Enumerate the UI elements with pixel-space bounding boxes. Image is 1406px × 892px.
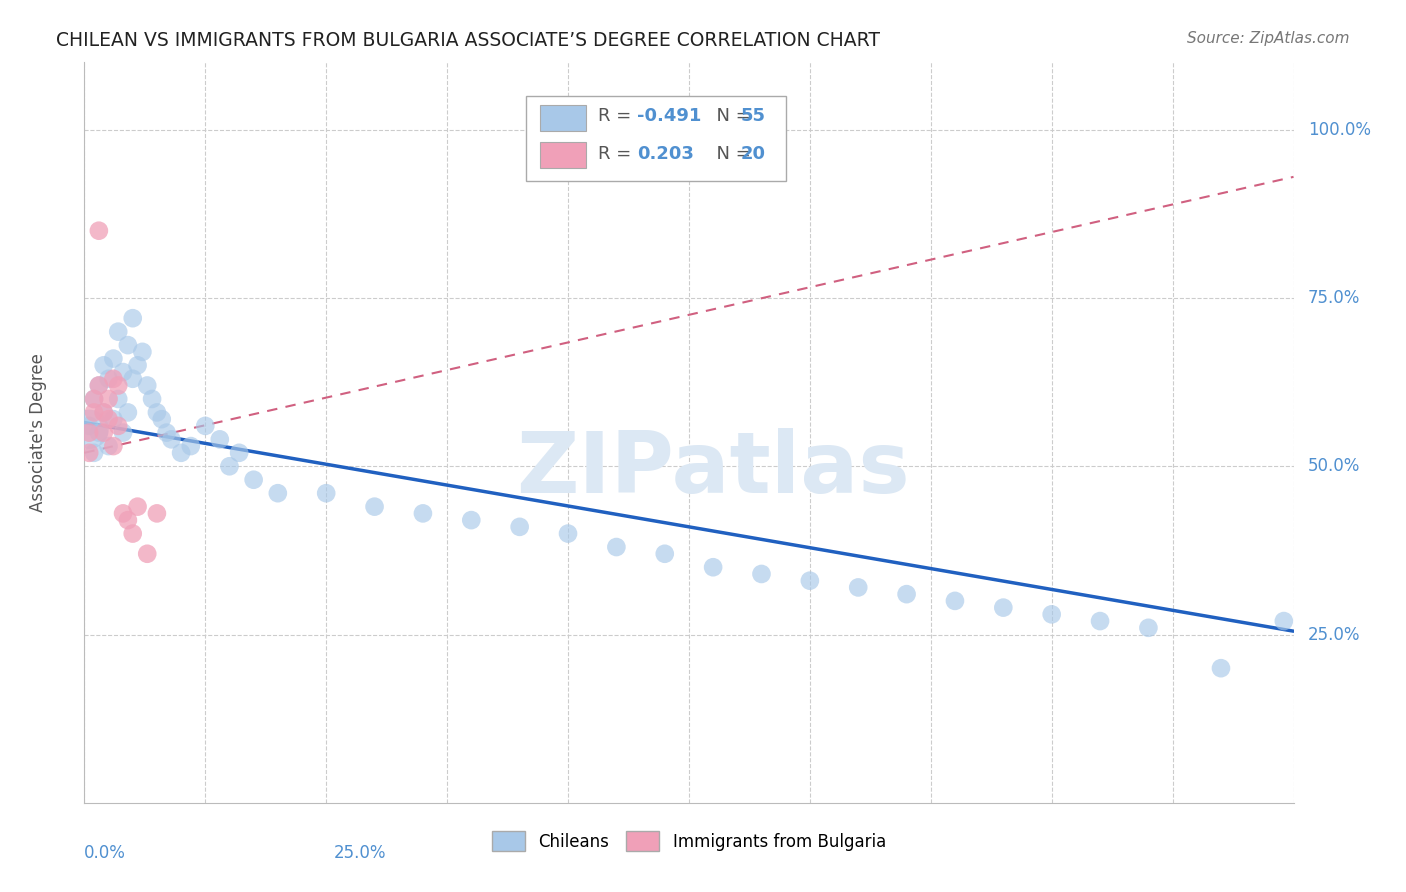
Point — [103, 372, 125, 386]
Point — [97, 372, 120, 386]
Point — [121, 526, 143, 541]
Point — [103, 439, 125, 453]
Point — [83, 392, 105, 406]
Point — [131, 344, 153, 359]
Point — [107, 378, 129, 392]
Point — [127, 500, 149, 514]
Point — [93, 359, 115, 373]
Point — [97, 392, 120, 406]
Text: Source: ZipAtlas.com: Source: ZipAtlas.com — [1187, 31, 1350, 46]
Point — [121, 372, 143, 386]
Point — [87, 224, 110, 238]
Point — [112, 507, 135, 521]
FancyBboxPatch shape — [526, 95, 786, 181]
Point — [112, 425, 135, 440]
Point — [136, 378, 159, 392]
Point — [208, 433, 231, 447]
Point — [146, 507, 169, 521]
Text: 0.0%: 0.0% — [84, 844, 127, 862]
Point — [751, 566, 773, 581]
Text: N =: N = — [704, 145, 756, 162]
Point — [267, 486, 290, 500]
FancyBboxPatch shape — [540, 104, 586, 131]
Point — [605, 540, 627, 554]
Point — [127, 359, 149, 373]
Text: -0.491: -0.491 — [637, 108, 702, 126]
Point — [460, 513, 482, 527]
Point — [896, 587, 918, 601]
Point — [160, 433, 183, 447]
Text: 50.0%: 50.0% — [1308, 458, 1361, 475]
Point — [97, 439, 120, 453]
Text: R =: R = — [599, 108, 637, 126]
Point — [242, 473, 264, 487]
Point — [228, 446, 250, 460]
Point — [117, 405, 139, 419]
Point — [83, 405, 105, 419]
Point — [180, 439, 202, 453]
Point — [557, 526, 579, 541]
Text: 0.203: 0.203 — [637, 145, 693, 162]
Point — [97, 412, 120, 426]
Point — [1088, 614, 1111, 628]
Point — [170, 446, 193, 460]
Point — [87, 425, 110, 440]
Point — [77, 422, 100, 436]
Point — [218, 459, 240, 474]
Point — [107, 392, 129, 406]
Point — [77, 418, 100, 433]
Text: Associate's Degree: Associate's Degree — [30, 353, 48, 512]
Point — [146, 405, 169, 419]
Point — [93, 405, 115, 419]
Point — [117, 338, 139, 352]
Point — [194, 418, 217, 433]
Text: 100.0%: 100.0% — [1308, 120, 1371, 139]
Point — [943, 594, 966, 608]
Text: 25.0%: 25.0% — [1308, 625, 1361, 643]
Point — [799, 574, 821, 588]
Point — [150, 412, 173, 426]
Point — [1137, 621, 1160, 635]
Point — [87, 378, 110, 392]
Point — [315, 486, 337, 500]
Point — [1040, 607, 1063, 622]
Point — [654, 547, 676, 561]
FancyBboxPatch shape — [540, 142, 586, 169]
Point — [112, 365, 135, 379]
Point — [993, 600, 1015, 615]
Text: 55: 55 — [741, 108, 766, 126]
Point — [103, 412, 125, 426]
Point — [87, 378, 110, 392]
Point — [107, 325, 129, 339]
Point — [107, 418, 129, 433]
Text: N =: N = — [704, 108, 756, 126]
Point — [93, 425, 115, 440]
Text: CHILEAN VS IMMIGRANTS FROM BULGARIA ASSOCIATE’S DEGREE CORRELATION CHART: CHILEAN VS IMMIGRANTS FROM BULGARIA ASSO… — [56, 31, 880, 50]
Point — [117, 513, 139, 527]
Point — [846, 581, 869, 595]
Point — [1209, 661, 1232, 675]
Point — [509, 520, 531, 534]
Point — [83, 446, 105, 460]
Point — [77, 425, 100, 440]
Point — [77, 446, 100, 460]
Point — [155, 425, 177, 440]
Point — [412, 507, 434, 521]
Point — [363, 500, 385, 514]
Text: 25.0%: 25.0% — [335, 844, 387, 862]
Point — [1272, 614, 1295, 628]
Point — [136, 547, 159, 561]
Text: 20: 20 — [741, 145, 766, 162]
Point — [93, 405, 115, 419]
Text: ZIPatlas: ZIPatlas — [516, 428, 910, 511]
Point — [83, 392, 105, 406]
Point — [702, 560, 724, 574]
Point — [121, 311, 143, 326]
Point — [141, 392, 163, 406]
Text: R =: R = — [599, 145, 637, 162]
Point — [103, 351, 125, 366]
Legend: Chileans, Immigrants from Bulgaria: Chileans, Immigrants from Bulgaria — [485, 825, 893, 857]
Text: 75.0%: 75.0% — [1308, 289, 1361, 307]
